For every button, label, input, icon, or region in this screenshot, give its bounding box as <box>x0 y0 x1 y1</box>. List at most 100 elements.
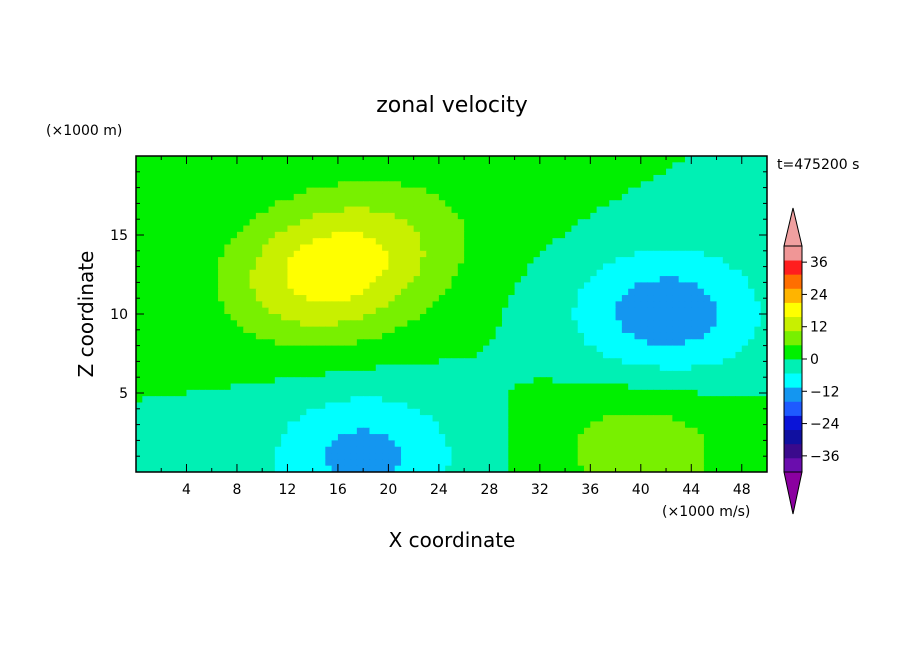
field-cell <box>483 295 490 302</box>
field-cell <box>653 250 661 258</box>
field-cell <box>281 307 289 315</box>
field-cell <box>735 187 743 195</box>
field-cell <box>678 156 686 163</box>
field-cell <box>672 434 680 441</box>
field-cell <box>363 193 371 201</box>
field-cell <box>552 257 560 265</box>
field-cell <box>716 301 724 309</box>
field-cell <box>640 453 648 460</box>
field-cell <box>180 225 188 233</box>
field-cell <box>363 212 371 220</box>
field-cell <box>741 415 749 423</box>
field-cell <box>394 156 402 163</box>
field-cell <box>489 295 497 302</box>
field-cell <box>533 351 541 359</box>
field-cell <box>419 345 427 353</box>
field-cell <box>640 206 648 214</box>
field-cell <box>546 434 554 441</box>
field-cell <box>653 370 661 378</box>
field-cell <box>584 446 591 454</box>
field-cell <box>281 370 289 378</box>
field-cell <box>722 421 730 429</box>
field-cell <box>394 345 402 353</box>
field-cell <box>722 408 730 416</box>
field-cell <box>199 193 207 201</box>
field-cell <box>666 295 673 302</box>
field-cell <box>173 238 181 246</box>
field-cell <box>590 231 598 239</box>
field-cell <box>684 377 692 385</box>
field-cell <box>262 187 270 195</box>
field-cell <box>136 288 143 296</box>
field-cell <box>300 212 307 220</box>
field-cell <box>192 206 200 214</box>
field-cell <box>167 314 175 321</box>
field-cell <box>394 402 402 410</box>
field-cell <box>558 389 566 397</box>
field-cell <box>621 212 629 220</box>
field-cell <box>224 421 232 429</box>
field-cell <box>312 377 320 385</box>
field-cell <box>142 162 150 170</box>
field-cell <box>741 244 749 252</box>
field-cell <box>268 377 276 385</box>
field-cell <box>754 295 762 302</box>
field-cell <box>596 193 604 201</box>
field-cell <box>476 332 484 340</box>
field-cell <box>318 193 326 201</box>
field-cell <box>432 250 440 258</box>
field-cell <box>224 440 232 448</box>
field-cell <box>394 465 402 472</box>
field-cell <box>684 427 692 435</box>
field-cell <box>142 320 150 328</box>
field-cell <box>609 421 617 429</box>
field-cell <box>173 446 181 454</box>
field-cell <box>464 364 472 372</box>
field-cell <box>142 181 150 189</box>
field-cell <box>375 295 383 302</box>
field-cell <box>470 453 478 460</box>
field-cell <box>287 453 295 460</box>
field-cell <box>375 427 383 435</box>
field-cell <box>584 383 591 391</box>
field-cell <box>337 389 345 397</box>
field-cell <box>489 212 497 220</box>
field-cell <box>350 288 358 296</box>
field-cell <box>533 434 541 441</box>
field-cell <box>318 244 326 252</box>
field-cell <box>584 427 591 435</box>
field-cell <box>382 314 389 321</box>
field-cell <box>344 427 352 435</box>
field-cell <box>678 389 686 397</box>
field-cell <box>180 295 188 302</box>
field-cell <box>533 320 541 328</box>
field-cell <box>678 358 686 366</box>
field-cell <box>236 212 244 220</box>
field-cell <box>552 263 560 271</box>
field-cell <box>760 162 767 170</box>
field-cell <box>325 389 333 397</box>
field-cell <box>653 320 661 328</box>
field-cell <box>501 320 509 328</box>
field-cell <box>173 282 181 290</box>
field-cell <box>628 187 636 195</box>
field-cell <box>501 307 509 315</box>
field-cell <box>565 345 572 353</box>
field-cell <box>142 156 150 163</box>
field-cell <box>136 181 143 189</box>
field-cell <box>218 225 225 233</box>
field-cell <box>325 421 333 429</box>
field-cell <box>218 238 225 246</box>
field-cell <box>659 453 667 460</box>
field-cell <box>546 320 554 328</box>
field-cell <box>306 307 314 315</box>
field-cell <box>426 345 434 353</box>
field-cell <box>369 396 377 404</box>
field-cell <box>697 174 705 182</box>
field-cell <box>192 295 200 302</box>
field-cell <box>274 402 282 410</box>
field-cell <box>382 326 389 334</box>
field-cell <box>470 174 478 182</box>
field-cell <box>640 314 648 321</box>
field-cell <box>136 427 143 435</box>
